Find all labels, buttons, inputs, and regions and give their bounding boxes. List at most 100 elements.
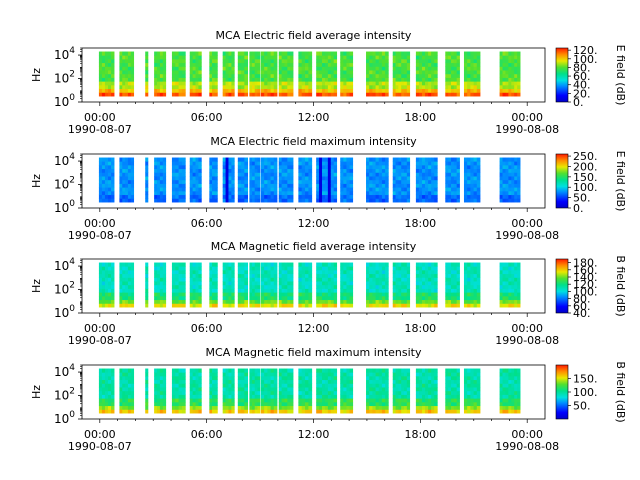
spectrogram-cell: [499, 303, 503, 308]
spectrogram-cell: [340, 269, 344, 275]
spectrogram-cell: [511, 70, 515, 75]
spectrogram-cell: [267, 51, 271, 56]
spectrogram-cell: [473, 299, 478, 304]
spectrogram-cell: [445, 66, 449, 71]
spectrogram-cell: [473, 190, 478, 196]
spectrogram-cell: [508, 303, 512, 308]
spectrogram-cell: [122, 387, 126, 392]
spectrogram-cell: [343, 292, 347, 297]
spectrogram-cell: [333, 273, 338, 278]
spectrogram-cell: [287, 394, 291, 399]
spectrogram-cell: [415, 284, 420, 289]
spectrogram-cell: [340, 73, 344, 78]
spectrogram-cell: [418, 262, 423, 267]
spectrogram-cell: [319, 387, 323, 392]
spectrogram-cell: [476, 295, 481, 301]
spectrogram-cell: [231, 164, 235, 170]
spectrogram-cell: [159, 176, 164, 181]
spectrogram-cell: [508, 390, 512, 395]
spectrogram-cell: [301, 273, 306, 278]
spectrogram-cell: [145, 198, 149, 203]
spectrogram-cell: [456, 401, 460, 407]
spectrogram-cell: [316, 303, 320, 308]
spectrogram-cell: [395, 401, 399, 407]
spectrogram-cell: [327, 398, 332, 403]
spectrogram-cell: [241, 58, 245, 64]
spectrogram-cell: [445, 262, 449, 267]
spectrogram-cell: [98, 394, 103, 399]
spectrogram-cell: [249, 394, 253, 399]
spectrogram-cell: [157, 284, 161, 289]
spectrogram-cell: [249, 51, 253, 56]
spectrogram-cell: [281, 281, 285, 286]
spectrogram-cell: [385, 269, 389, 275]
spectrogram-cell: [301, 168, 306, 173]
spectrogram-cell: [101, 295, 106, 301]
spectrogram-cell: [260, 168, 265, 173]
spectrogram-cell: [101, 161, 106, 166]
spectrogram-cell: [375, 194, 380, 199]
spectrogram-cell: [395, 172, 399, 177]
y-tick-label: 104: [54, 257, 75, 273]
spectrogram-cell: [343, 387, 347, 392]
spectrogram-cell: [381, 81, 386, 86]
spectrogram-cell: [125, 273, 129, 278]
spectrogram-cell: [327, 58, 332, 64]
spectrogram-cell: [237, 179, 242, 184]
colorbar-tick-label: 80.: [573, 61, 591, 74]
spectrogram-cell: [324, 164, 329, 170]
spectrogram-cell: [418, 157, 423, 162]
spectrogram-cell: [316, 198, 320, 203]
spectrogram-cell: [130, 84, 135, 90]
spectrogram-cell: [467, 168, 471, 173]
spectrogram-cell: [425, 390, 429, 395]
spectrogram-cell: [278, 401, 283, 407]
spectrogram-cell: [125, 266, 129, 271]
spectrogram-cell: [209, 383, 213, 388]
spectrogram-cell: [366, 62, 370, 67]
spectrogram-cell: [198, 288, 202, 293]
spectrogram-cell: [324, 269, 329, 275]
spectrogram-cell: [273, 55, 278, 60]
spectrogram-cell: [327, 183, 332, 188]
spectrogram-cell: [104, 299, 109, 304]
spectrogram-cell: [511, 299, 515, 304]
spectrogram-cell: [107, 368, 112, 373]
spectrogram-cell: [159, 368, 164, 373]
spectrogram-cell: [456, 266, 460, 271]
spectrogram-cell: [340, 66, 344, 71]
spectrogram-cell: [192, 383, 196, 388]
spectrogram-cell: [249, 187, 253, 192]
spectrogram-cell: [385, 70, 389, 75]
spectrogram-cell: [301, 281, 306, 286]
spectrogram-cell: [346, 409, 350, 414]
spectrogram-cell: [119, 172, 123, 177]
spectrogram-cell: [308, 368, 313, 373]
spectrogram-cell: [308, 51, 313, 56]
spectrogram-cell: [395, 55, 399, 60]
spectrogram-cell: [470, 92, 474, 97]
spectrogram-cell: [467, 288, 471, 293]
spectrogram-cell: [198, 390, 202, 395]
spectrogram-cell: [453, 269, 458, 275]
spectrogram-cell: [228, 398, 232, 403]
spectrogram-cell: [445, 401, 449, 407]
spectrogram-cell: [157, 277, 161, 282]
spectrogram-cell: [385, 394, 389, 399]
spectrogram-cell: [434, 51, 438, 56]
spectrogram-cell: [154, 157, 158, 162]
spectrogram-cell: [281, 405, 285, 410]
spectrogram-cell: [431, 368, 435, 373]
spectrogram-cell: [171, 190, 176, 196]
spectrogram-cell: [428, 372, 432, 377]
spectrogram-cell: [463, 269, 468, 275]
spectrogram-cell: [171, 262, 176, 267]
spectrogram-cell: [189, 284, 194, 289]
spectrogram-cell: [237, 73, 242, 78]
spectrogram-cell: [98, 281, 103, 286]
spectrogram-cell: [249, 269, 253, 275]
spectrogram-cell: [211, 51, 216, 56]
spectrogram-cell: [372, 55, 376, 60]
spectrogram-cell: [209, 303, 213, 308]
spectrogram-cell: [222, 168, 226, 173]
